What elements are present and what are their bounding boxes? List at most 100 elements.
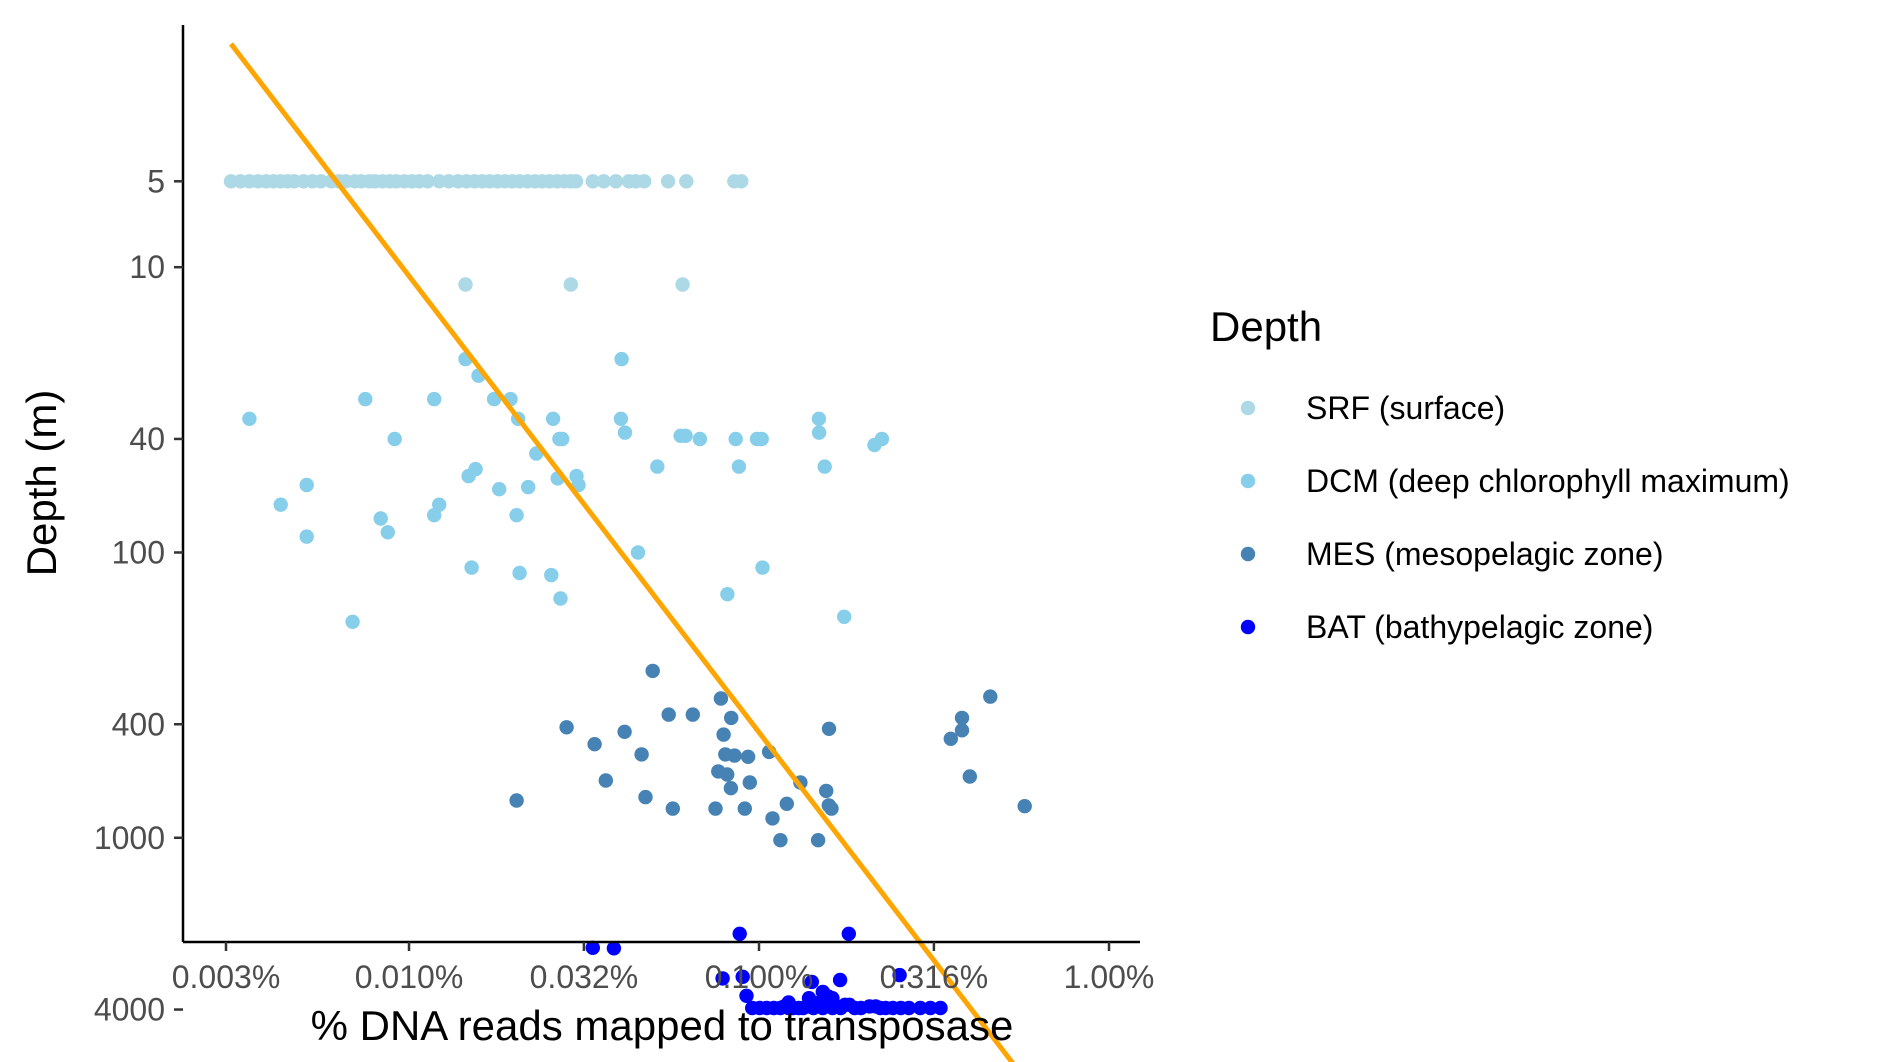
legend: Depth SRF (surface) DCM (deep chlorophyll …	[1210, 303, 1790, 645]
legend-item: DCM (deep chlorophyll maximum)	[1240, 463, 1790, 499]
data-point	[650, 459, 665, 474]
data-point	[299, 529, 314, 544]
data-point	[461, 468, 476, 484]
data-point	[630, 545, 646, 560]
legend-key	[1240, 619, 1256, 635]
data-point	[585, 174, 600, 189]
points-layer	[223, 174, 1032, 1016]
data-point	[755, 560, 770, 575]
data-point	[720, 767, 735, 782]
data-point	[665, 801, 680, 816]
legend-label: BAT (bathypelagic zone)	[1306, 609, 1653, 645]
data-point	[779, 796, 794, 811]
x-tick-label: 0.003%	[172, 959, 281, 995]
data-point	[810, 833, 826, 848]
data-point	[811, 425, 827, 440]
data-point	[734, 174, 749, 189]
data-point	[832, 972, 848, 988]
x-tick-label: 0.100%	[705, 959, 814, 995]
trend-line	[229, 42, 1016, 1062]
data-point	[715, 971, 730, 986]
data-point	[821, 721, 837, 736]
data-point	[387, 431, 402, 447]
data-point	[608, 174, 624, 189]
data-point	[420, 174, 435, 189]
legend-item: BAT (bathypelagic zone)	[1240, 609, 1653, 645]
data-point	[983, 689, 998, 704]
data-point	[345, 614, 360, 629]
x-tick-label: 0.032%	[530, 959, 639, 995]
data-point	[637, 174, 652, 189]
legend-label: SRF (surface)	[1306, 390, 1505, 426]
data-point	[692, 431, 708, 447]
data-point	[901, 1000, 917, 1016]
data-point	[358, 391, 373, 407]
x-tick-label: 0.316%	[880, 959, 989, 995]
data-point	[708, 801, 723, 816]
data-point	[962, 769, 977, 784]
data-point	[568, 174, 584, 189]
data-point	[509, 793, 524, 808]
x-tick-label: 0.010%	[355, 959, 464, 995]
data-point	[837, 609, 852, 624]
data-point	[713, 691, 729, 706]
data-point	[735, 969, 750, 984]
data-point	[678, 428, 693, 443]
data-point	[732, 926, 747, 941]
data-point	[943, 731, 958, 746]
legend-key	[1240, 400, 1256, 416]
data-point	[613, 411, 629, 426]
data-point	[555, 431, 570, 447]
data-point	[819, 783, 834, 799]
data-point	[954, 710, 970, 726]
data-point	[585, 940, 600, 955]
data-point	[874, 431, 890, 447]
y-tick-label: 40	[129, 421, 165, 457]
data-point	[685, 707, 700, 722]
data-point	[727, 748, 742, 763]
data-point	[313, 174, 329, 189]
data-point	[617, 425, 633, 440]
legend-item: SRF (surface)	[1240, 390, 1505, 426]
data-point	[464, 560, 479, 575]
data-point	[606, 941, 622, 956]
series-3	[509, 663, 1032, 848]
series-1	[223, 174, 749, 292]
data-point	[773, 833, 788, 848]
data-point	[634, 747, 649, 762]
legend-title: Depth	[1210, 303, 1322, 350]
y-tick-label: 400	[112, 706, 165, 742]
data-point	[638, 789, 653, 805]
data-point	[724, 710, 739, 726]
y-tick-label: 1000	[94, 820, 165, 856]
axes-layer: 0.003% 0.010% 0.032% 0.100% 0.316% 1.00% 5 10 40…	[18, 25, 1154, 1049]
legend-key	[1240, 546, 1256, 562]
data-point	[559, 720, 574, 735]
y-tick-label: 5	[147, 163, 165, 199]
legend-key	[1240, 473, 1256, 489]
y-axis-title: Depth (m)	[18, 390, 65, 577]
data-point	[427, 391, 442, 407]
data-point	[545, 411, 561, 426]
data-point	[521, 479, 536, 495]
data-point	[544, 567, 559, 583]
data-point	[373, 511, 388, 526]
trend-layer	[229, 42, 1016, 1062]
data-point	[720, 587, 735, 602]
data-point	[587, 737, 602, 752]
data-point	[598, 773, 613, 788]
data-point	[645, 663, 660, 679]
y-tick-label: 10	[129, 249, 165, 285]
data-point	[1017, 799, 1032, 814]
data-point	[661, 707, 676, 722]
data-point	[737, 801, 752, 816]
data-point	[512, 565, 527, 581]
data-point	[675, 277, 690, 292]
data-point	[614, 351, 629, 367]
data-point	[380, 525, 395, 540]
data-point	[801, 991, 817, 1006]
data-point	[817, 459, 832, 474]
data-point	[765, 811, 780, 826]
data-point	[804, 974, 819, 990]
